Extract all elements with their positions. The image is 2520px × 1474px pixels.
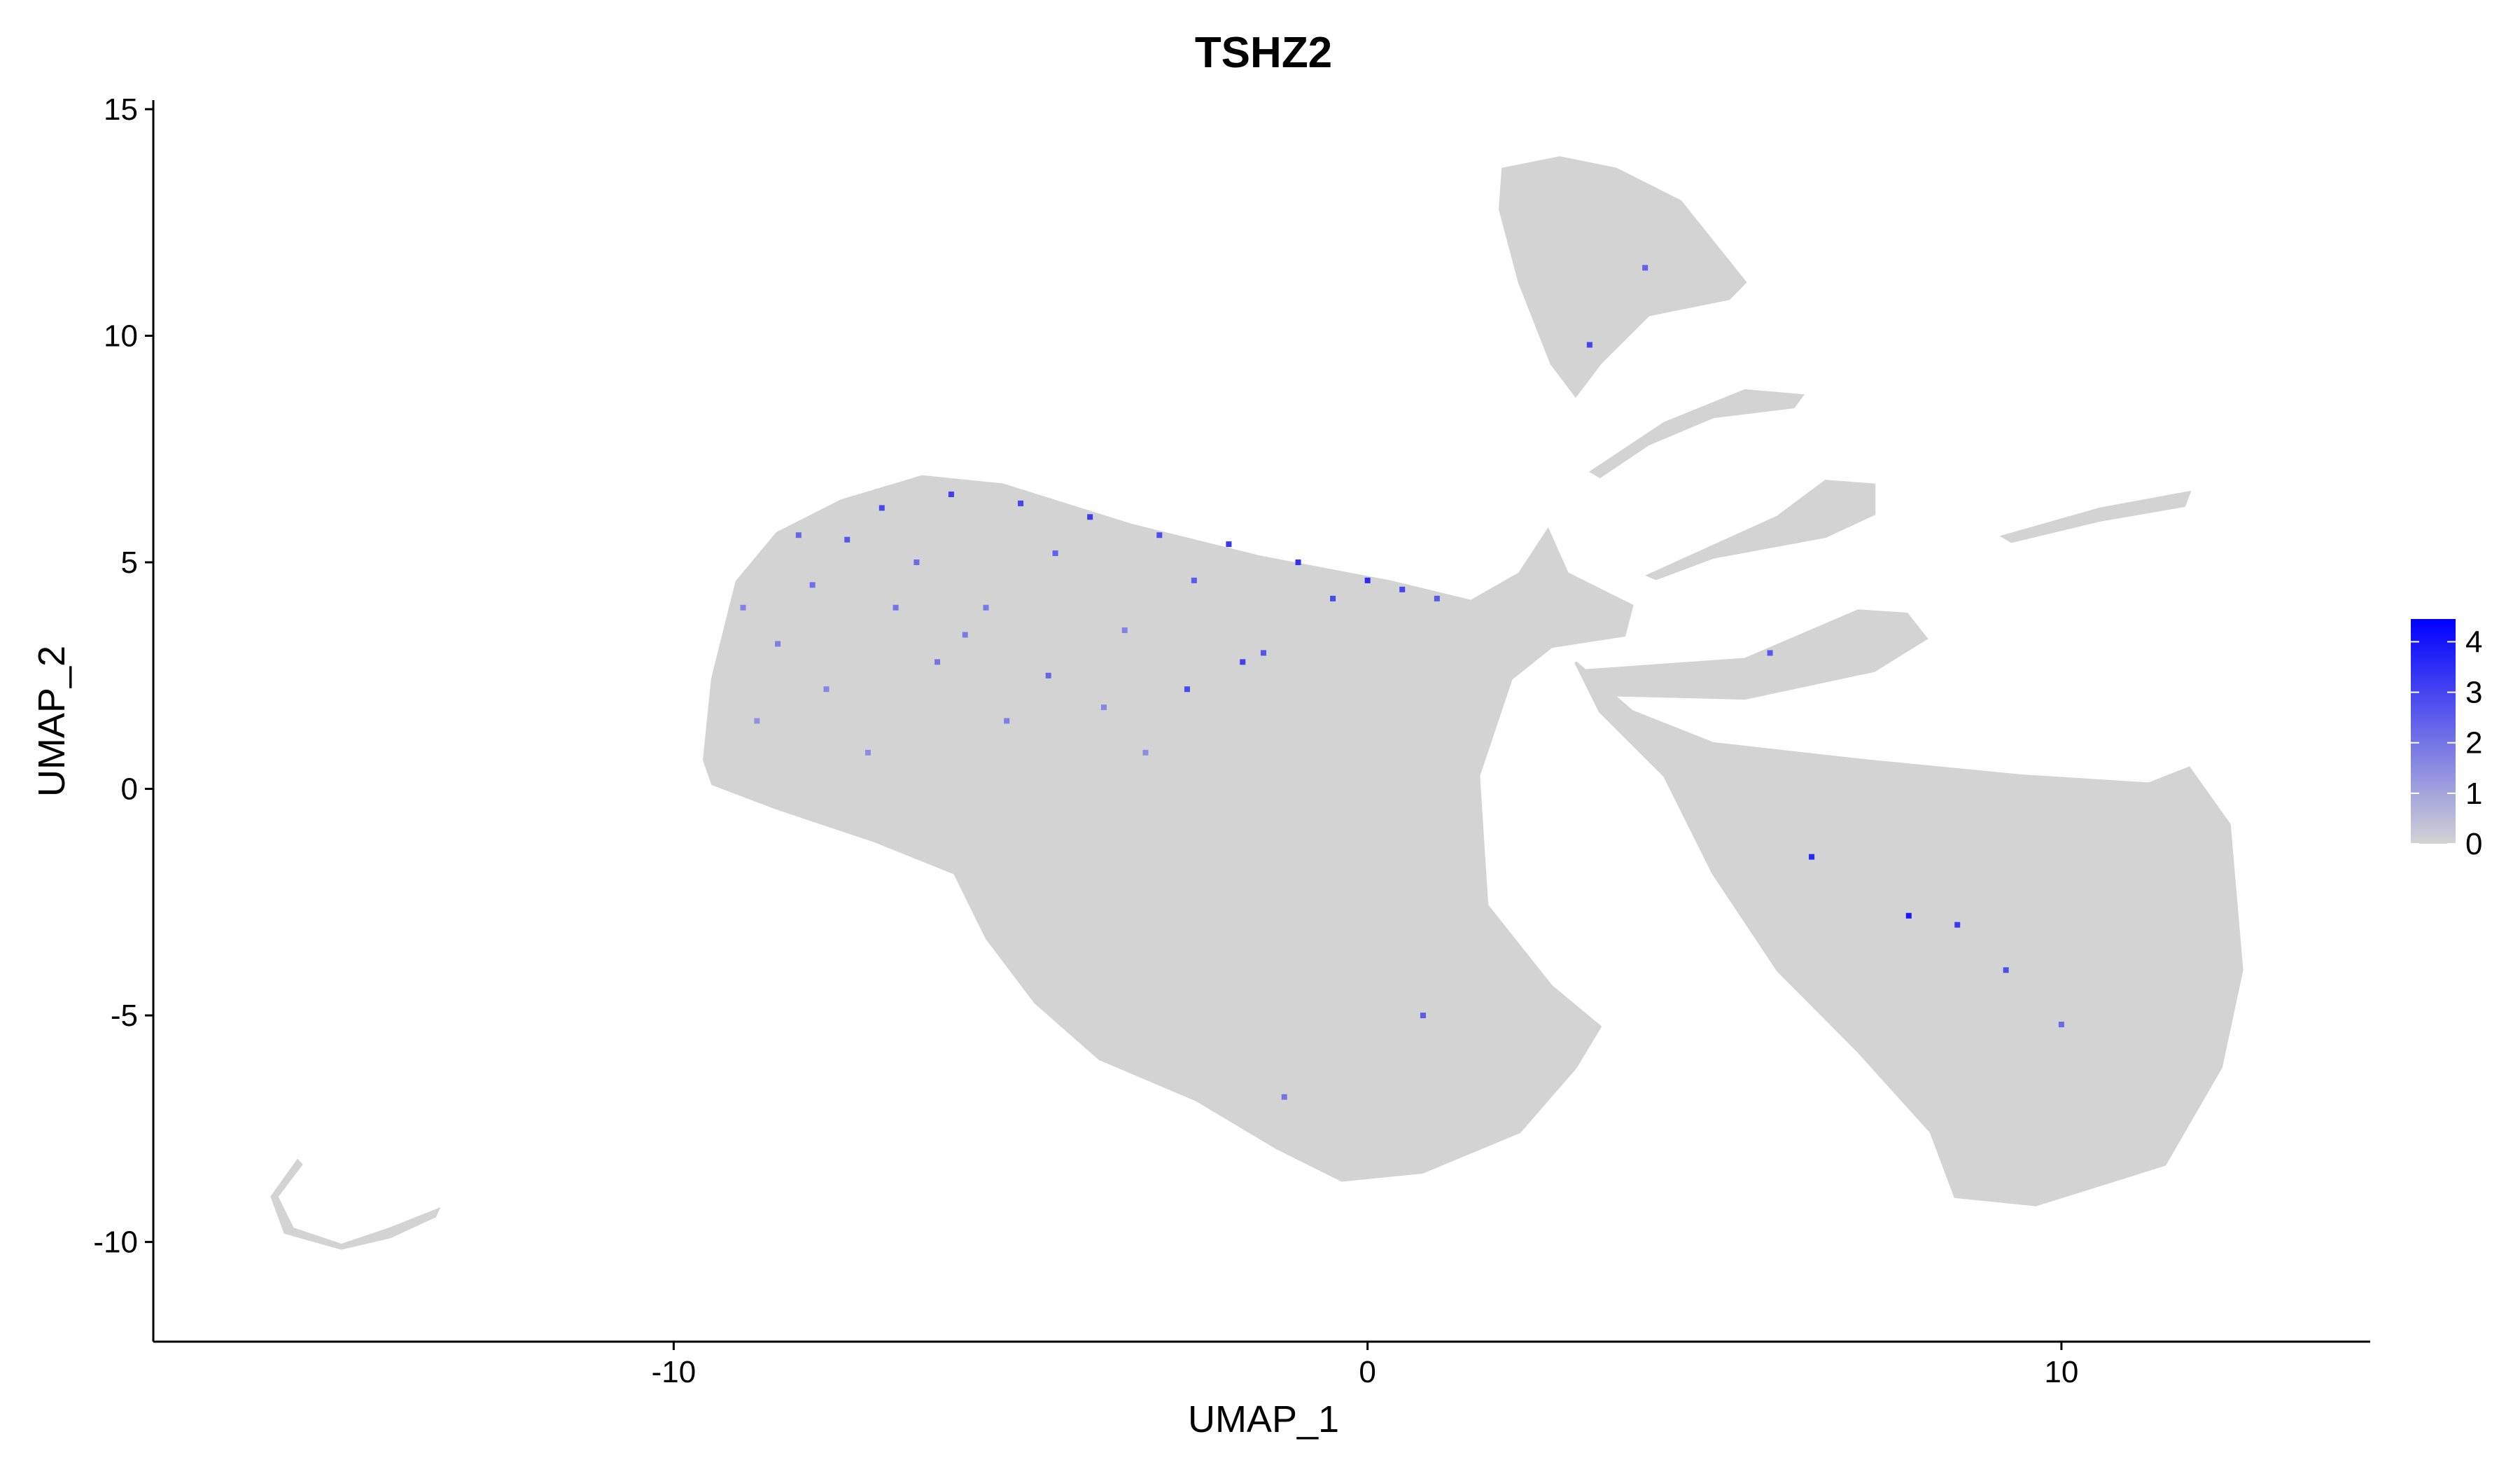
cell-point: [1121, 627, 1128, 634]
color-tick-label: 2: [2465, 726, 2482, 760]
color-tick-label: 1: [2465, 777, 2482, 811]
cell-point: [1642, 265, 1648, 271]
cell-cloud: [1589, 389, 1805, 479]
x-tick-label: 10: [2044, 1355, 2078, 1389]
cell-point: [1045, 672, 1051, 679]
x-tick-label: 0: [1359, 1355, 1376, 1389]
cell-point: [1905, 912, 1912, 919]
cell-point: [1281, 1094, 1287, 1100]
cell-point: [1809, 854, 1815, 860]
color-tick-label: 0: [2465, 827, 2482, 861]
cell-point: [1004, 718, 1010, 724]
cell-point: [1586, 342, 1592, 348]
color-tick-label: 3: [2465, 676, 2482, 710]
cell-point: [1156, 532, 1163, 538]
cell-cloud: [702, 475, 1634, 1182]
cell-point: [1142, 749, 1149, 756]
cell-point: [1240, 659, 1246, 665]
chart-title: TSHZ2: [1195, 29, 1332, 77]
plot-area: [270, 156, 2244, 1250]
cell-cloud: [1574, 661, 2244, 1207]
cell-point: [1364, 577, 1371, 583]
cell-point: [1191, 577, 1197, 583]
cell-point: [1184, 686, 1190, 693]
cell-cloud: [1645, 480, 1876, 580]
cell-point: [962, 632, 968, 638]
cell-point: [1052, 550, 1058, 557]
cell-point: [892, 604, 899, 611]
cell-point: [864, 749, 871, 756]
y-tick-label: -5: [111, 999, 138, 1033]
cell-point: [948, 491, 954, 497]
y-axis-label: UMAP_2: [31, 646, 73, 797]
cell-point: [934, 659, 941, 665]
cell-point: [1087, 514, 1093, 520]
cell-cloud: [1498, 156, 1747, 398]
cell-point: [983, 604, 989, 611]
cell-point: [1767, 650, 1773, 656]
cell-point: [878, 505, 885, 511]
cell-point: [809, 582, 816, 588]
cell-point: [740, 604, 746, 611]
cell-point: [1954, 922, 1961, 928]
cell-point: [1226, 541, 1232, 548]
x-tick-label: -10: [652, 1355, 696, 1389]
cell-point: [775, 641, 781, 647]
y-tick-label: -10: [93, 1225, 138, 1260]
y-tick-label: 5: [121, 545, 138, 580]
color-bar: [2411, 619, 2456, 844]
cell-cloud: [1999, 490, 2192, 543]
cell-cloud: [1580, 609, 1928, 700]
color-tick-label: 4: [2465, 625, 2482, 659]
cell-point: [1018, 500, 1024, 506]
y-tick-label: 15: [104, 92, 138, 127]
cell-point: [823, 686, 830, 693]
y-tick-label: 0: [121, 772, 138, 807]
cell-point: [844, 536, 850, 543]
x-axis-label: UMAP_1: [1188, 1398, 1339, 1440]
cell-point: [1100, 704, 1107, 711]
cell-point: [1399, 586, 1406, 592]
cell-point: [1330, 595, 1336, 602]
cell-point: [754, 718, 760, 724]
cell-point: [1420, 1013, 1426, 1019]
cell-point: [1260, 650, 1266, 656]
cell-cloud: [270, 1158, 441, 1250]
cell-point: [913, 559, 920, 566]
cell-point: [1434, 595, 1440, 602]
cell-point: [2003, 967, 2009, 973]
cell-point: [795, 532, 802, 538]
cell-point: [1295, 559, 1301, 566]
y-tick-label: 10: [104, 319, 138, 353]
cell-point: [2058, 1022, 2064, 1028]
